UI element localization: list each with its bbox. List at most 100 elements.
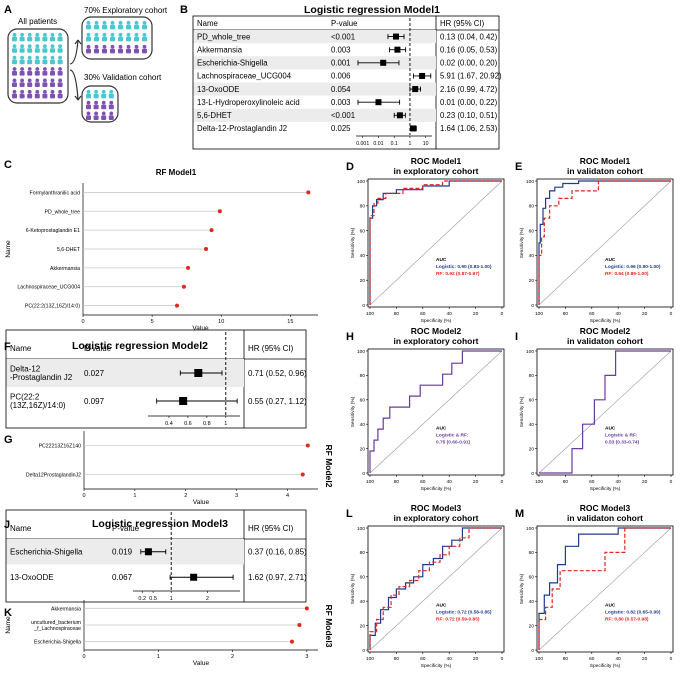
roc-subtitle: in validaton cohort [567, 513, 643, 523]
panel-label: L [346, 508, 353, 520]
y-tick-label: 100 [526, 526, 534, 532]
person-icon-body [86, 104, 91, 110]
y-axis-title: Sensitivity (%) [350, 227, 356, 258]
roc-frame [536, 525, 674, 653]
person-icon [20, 44, 24, 49]
person-icon-body [134, 36, 139, 42]
person-icon-body [34, 71, 40, 76]
row-pvalue: 0.097 [84, 397, 105, 406]
person-icon-body [93, 115, 99, 120]
person-icon-body [118, 24, 123, 30]
y-tick-label: 100 [526, 349, 534, 355]
hr-point [396, 112, 403, 119]
person-icon-body [50, 71, 55, 76]
x-tick-label: 40 [616, 311, 622, 317]
x-tick-label: 100 [366, 656, 374, 662]
person-icon [12, 55, 17, 60]
x-tick-label: 2 [206, 596, 209, 602]
lollipop-point [217, 209, 222, 214]
person-icon-body [42, 71, 48, 76]
x-tick-label: 1 [170, 596, 173, 602]
person-icon [58, 78, 62, 83]
y-tick-label: 80 [529, 204, 535, 210]
lollipop-point [304, 606, 309, 611]
category-label: Akkermansia [51, 606, 81, 612]
roc-curve-logistic [538, 180, 671, 305]
x-tick-label: 100 [535, 656, 543, 662]
y-axis-title: Name [5, 240, 12, 258]
x-tick-label: 80 [394, 311, 400, 317]
row-band [6, 539, 244, 565]
validation-cohort-label: 30% Validation cohort [84, 73, 162, 82]
person-icon [35, 89, 40, 94]
person-icon [86, 44, 91, 49]
x-tick-label: 1 [224, 421, 227, 427]
person-icon [27, 44, 32, 49]
roc-curve-rf [538, 527, 671, 650]
panel-a: A All patients 70% Exploratory cohort 30… [4, 4, 168, 123]
x-tick-label: 0.2 [138, 596, 146, 602]
person-icon [94, 89, 98, 94]
x-tick-label: 80 [394, 656, 400, 662]
x-axis-title: Specificity (%) [421, 663, 452, 669]
y-axis-title: Sensitivity (%) [519, 396, 525, 427]
roc-frame [367, 178, 505, 308]
roc-diagonal [538, 180, 672, 306]
person-icon [101, 89, 106, 94]
roc-subtitle: in exploratory cohort [393, 513, 478, 523]
category-label: PC22213Z16Z140 [39, 444, 82, 450]
x-tick-label: 10 [423, 141, 429, 147]
y-tick-label: 0 [531, 303, 534, 309]
x-tick-label: 100 [366, 311, 374, 317]
roc-subtitle: in exploratory cohort [393, 336, 478, 346]
roc-curve-rf [369, 180, 502, 305]
forest-title: Logistic regression Model2 [72, 340, 208, 352]
x-tick-label: 0.5 [149, 596, 157, 602]
person-icon [58, 44, 62, 49]
y-tick-label: 40 [529, 422, 535, 428]
x-tick-label: 0.4 [165, 421, 173, 427]
x-tick-label: 3 [235, 493, 238, 499]
hr-point [375, 99, 382, 106]
y-axis-title: Sensitivity (%) [519, 227, 525, 258]
y-axis-title: Sensitivity (%) [350, 396, 356, 427]
panel-label: K [4, 607, 12, 619]
row-pvalue: <0.001 [331, 111, 355, 120]
x-tick-label: 40 [447, 311, 453, 317]
roc-frame [536, 178, 674, 308]
row-pvalue: 0.067 [112, 573, 133, 582]
y-tick-label: 60 [360, 398, 366, 404]
y-tick-label: 20 [529, 278, 535, 284]
person-icon [43, 89, 47, 94]
category-label: Akkermansia [50, 266, 80, 272]
row-name: (13Z,16Z)/14:0) [10, 401, 66, 410]
row-band [193, 30, 436, 44]
x-tick-label: 100 [366, 479, 374, 485]
x-tick-label: 15 [287, 319, 293, 325]
arrow-to-validation [69, 69, 79, 101]
x-tick-label: 20 [642, 479, 648, 485]
person-icon-body [34, 36, 40, 42]
person-icon-body [50, 36, 55, 42]
person-icon [109, 111, 114, 116]
person-icon [43, 32, 47, 37]
person-icon [94, 111, 98, 116]
y-tick-label: 0 [362, 303, 365, 309]
roc-diagonal [369, 350, 503, 474]
x-axis-title: Specificity (%) [590, 663, 621, 669]
person-icon [118, 20, 123, 25]
x-tick-label: 60 [589, 479, 595, 485]
x-tick-label: 60 [420, 311, 426, 317]
person-icon [27, 55, 32, 60]
x-tick-label: 1 [133, 493, 136, 499]
person-icon [20, 67, 24, 71]
x-tick-label: 80 [563, 479, 569, 485]
panel-label: D [346, 161, 354, 173]
person-icon [35, 32, 40, 37]
forest-frame [5, 509, 307, 603]
roc-diagonal [538, 527, 672, 651]
header-pvalue: P-value [331, 19, 357, 28]
x-axis-title: Specificity (%) [590, 486, 621, 492]
person-icon-body [12, 59, 17, 65]
